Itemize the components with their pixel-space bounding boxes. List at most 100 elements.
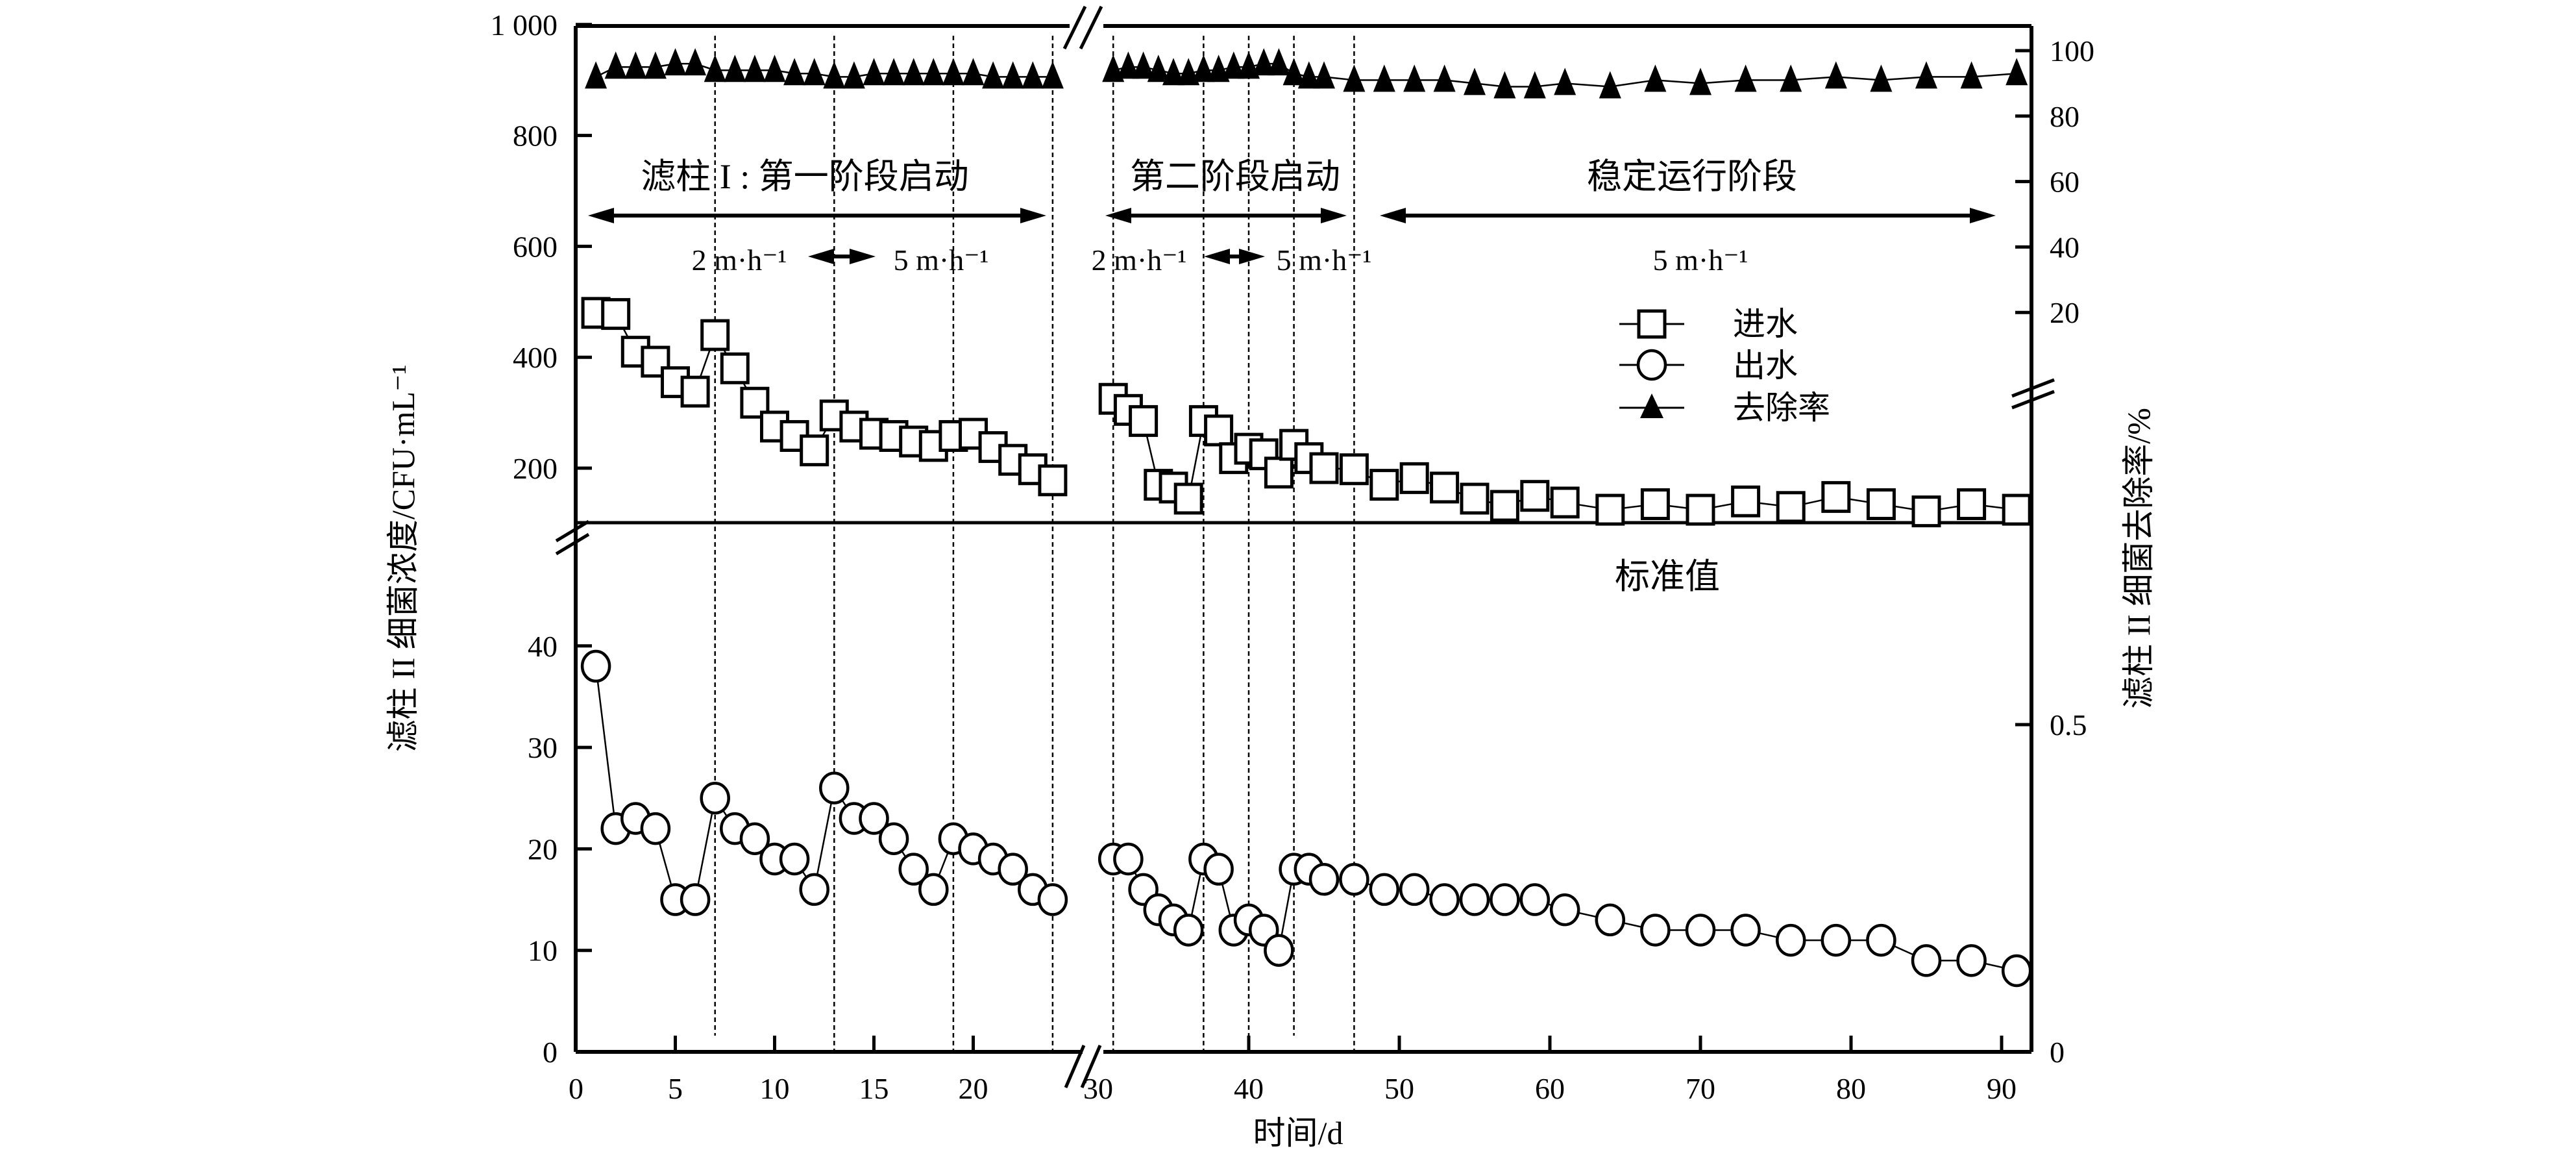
influent-point	[1369, 469, 1399, 501]
removal-rate-point	[1554, 68, 1576, 95]
removal-rate-point	[664, 48, 687, 76]
influent-point	[1339, 453, 1369, 486]
effluent-point	[1595, 903, 1626, 937]
y-left-tick-label: 40	[528, 630, 558, 663]
influent-point	[1595, 493, 1625, 526]
removal-rate-point	[1282, 58, 1305, 86]
removal-rate-point	[1268, 48, 1290, 76]
influent-point	[1249, 438, 1279, 471]
top-break-mark	[1079, 5, 1103, 50]
removal-rate-point	[1403, 64, 1426, 92]
rate-change-arrow-1-head-left	[808, 249, 834, 264]
effluent-point	[580, 649, 611, 683]
phase2-label: 第二阶段启动	[1130, 157, 1340, 196]
removal-rate-point	[624, 51, 647, 79]
y-right-tick-label: 60	[2050, 166, 2079, 199]
removal-rate-point	[684, 48, 707, 76]
removal-rate-point	[1147, 55, 1170, 82]
removal-rate-point	[962, 58, 985, 86]
removal-rate-point	[1824, 61, 1847, 89]
removal-rate-point	[842, 61, 865, 89]
effluent-point	[1369, 873, 1400, 906]
influent-point	[1866, 488, 1896, 521]
effluent-point	[2001, 954, 2032, 988]
rate-p1-b: 5 m·h⁻¹	[894, 243, 989, 277]
effluent-point	[1490, 883, 1520, 916]
removal-rate-point	[1041, 61, 1064, 89]
removal-rate-point	[863, 58, 885, 86]
removal-rate-point	[1001, 61, 1024, 89]
x-tick-label: 10	[760, 1072, 790, 1105]
y-left-tick-label: 20	[528, 832, 558, 866]
effluent-point	[1956, 944, 1987, 977]
y-left-tick-label: 30	[528, 731, 558, 764]
removal-rate-point	[1117, 51, 1140, 79]
effluent-point	[1308, 863, 1340, 896]
influent-point	[1821, 480, 1851, 513]
removal-rate-point	[743, 55, 766, 82]
removal-rate-point	[604, 51, 627, 79]
x-tick-label: 50	[1384, 1072, 1414, 1105]
removal-rate-point	[1433, 64, 1456, 92]
y-left-tick-label: 400	[513, 341, 558, 374]
bottom-break-mark	[1064, 1045, 1086, 1088]
removal-rate-point	[902, 58, 925, 86]
removal-rate-point	[1192, 55, 1215, 82]
x-tick-label: 0	[569, 1072, 583, 1105]
phase1-arrow-head-right	[1020, 208, 1046, 223]
influent-point	[1038, 464, 1068, 497]
left-break-mark	[555, 519, 590, 543]
y-left-tick-label: 1 000	[491, 8, 558, 42]
influent-point	[1550, 486, 1580, 519]
influent-point	[1520, 480, 1550, 512]
rate-p2-b: 5 m·h⁻¹	[1277, 243, 1372, 277]
effluent-point	[1730, 914, 1761, 947]
removal-rate-point	[1493, 71, 1516, 99]
plot-frame	[555, 5, 2055, 1088]
effluent-point	[1399, 873, 1430, 906]
removal-rate-point	[1870, 64, 1893, 92]
effluent-point	[739, 822, 770, 856]
rate-change-arrow-2-head-right	[1239, 249, 1265, 264]
x-axis-title: 时间/d	[1253, 1115, 1343, 1151]
effluent-point	[1173, 914, 1204, 947]
data-marks	[580, 48, 2032, 988]
influent-point	[1686, 493, 1715, 526]
influent-point	[720, 352, 750, 384]
effluent-point	[819, 771, 850, 804]
removal-rate-point	[1297, 61, 1320, 89]
y-left-tick-label: 0	[543, 1036, 558, 1069]
influent-point	[700, 319, 730, 351]
influent-point	[1173, 482, 1203, 515]
legend: 进水 出水 去除率	[1619, 306, 1830, 426]
removal-rate-point	[1373, 64, 1395, 92]
top-break-mark	[1062, 5, 1087, 50]
effluent-point	[878, 822, 909, 856]
influent-point	[1957, 488, 1987, 521]
effluent-point	[918, 873, 949, 906]
influent-point	[680, 375, 710, 408]
influent-point	[1490, 490, 1519, 522]
influent-point	[740, 386, 770, 419]
x-tick-label: 30	[1083, 1072, 1113, 1105]
x-tick-label: 80	[1836, 1072, 1866, 1105]
phase3-label: 稳定运行阶段	[1587, 157, 1797, 196]
phase3-arrow-head-left	[1380, 208, 1406, 223]
left-break-mark	[555, 532, 590, 556]
y-right-tick-label: 0.5	[2050, 708, 2087, 742]
removal-rate-point	[823, 61, 846, 89]
right-break-mark	[2011, 378, 2055, 398]
phase1-arrow-head-left	[588, 208, 614, 223]
influent-point	[2002, 493, 2031, 526]
x-tick-label: 70	[1686, 1072, 1715, 1105]
phase2-arrow-head-right	[1321, 208, 1347, 223]
influent-point	[1731, 485, 1761, 517]
influent-point	[1399, 462, 1429, 494]
removal-rate-point	[1343, 64, 1366, 92]
x-tick-label: 90	[1987, 1072, 2017, 1105]
removal-rate-point	[724, 55, 746, 82]
right-break-mark	[2011, 390, 2055, 410]
effluent-point	[1459, 883, 1490, 916]
rate-p2-a: 2 m·h⁻¹	[1092, 243, 1187, 277]
